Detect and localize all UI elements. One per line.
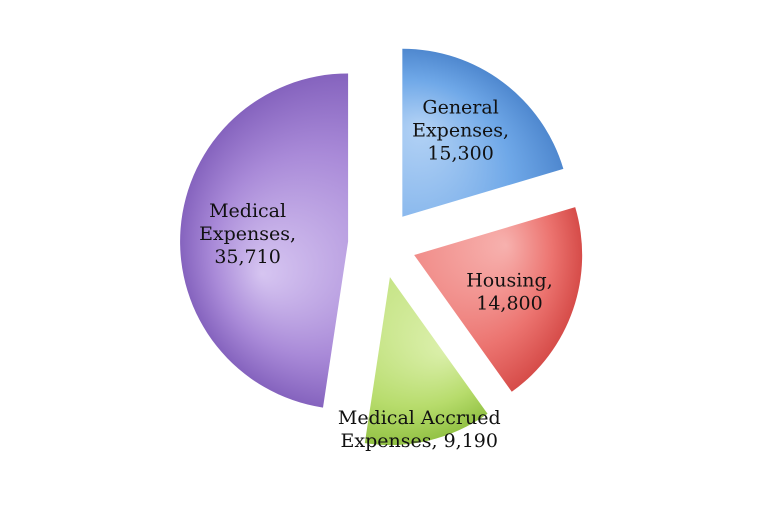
data-label-line: Housing, <box>466 269 553 291</box>
pie-slice-medical-expenses <box>180 73 349 408</box>
data-label-line: General <box>422 97 498 119</box>
data-label-line: Medical Accrued <box>338 407 501 429</box>
data-label-line: 35,710 <box>214 246 280 268</box>
data-label-line: 14,800 <box>476 292 542 314</box>
slices-layer <box>180 48 583 446</box>
data-label-line: Expenses, <box>199 223 296 245</box>
pie-slice-general-expenses <box>402 48 564 217</box>
data-label-housing: Housing, 14,800 <box>466 269 553 314</box>
data-label-general-expenses: General Expenses, 15,300 <box>412 97 509 165</box>
data-label-line: Expenses, 9,190 <box>341 430 498 452</box>
data-label-medical-expenses: Medical Expenses, 35,710 <box>199 200 296 268</box>
pie-slice-medical-accrued-expenses <box>364 277 488 446</box>
data-label-medical-accrued-expenses: Medical Accrued Expenses, 9,190 <box>338 407 501 452</box>
data-label-line: 15,300 <box>427 143 493 165</box>
data-label-line: Medical <box>209 200 286 222</box>
pie-slice-housing <box>414 207 583 392</box>
data-label-line: Expenses, <box>412 120 509 142</box>
